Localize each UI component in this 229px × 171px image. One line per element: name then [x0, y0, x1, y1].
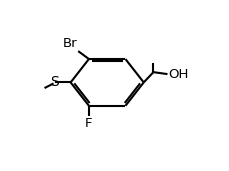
Text: S: S	[50, 75, 58, 89]
Text: F: F	[85, 117, 92, 130]
Text: Br: Br	[63, 37, 77, 50]
Text: OH: OH	[168, 68, 188, 81]
